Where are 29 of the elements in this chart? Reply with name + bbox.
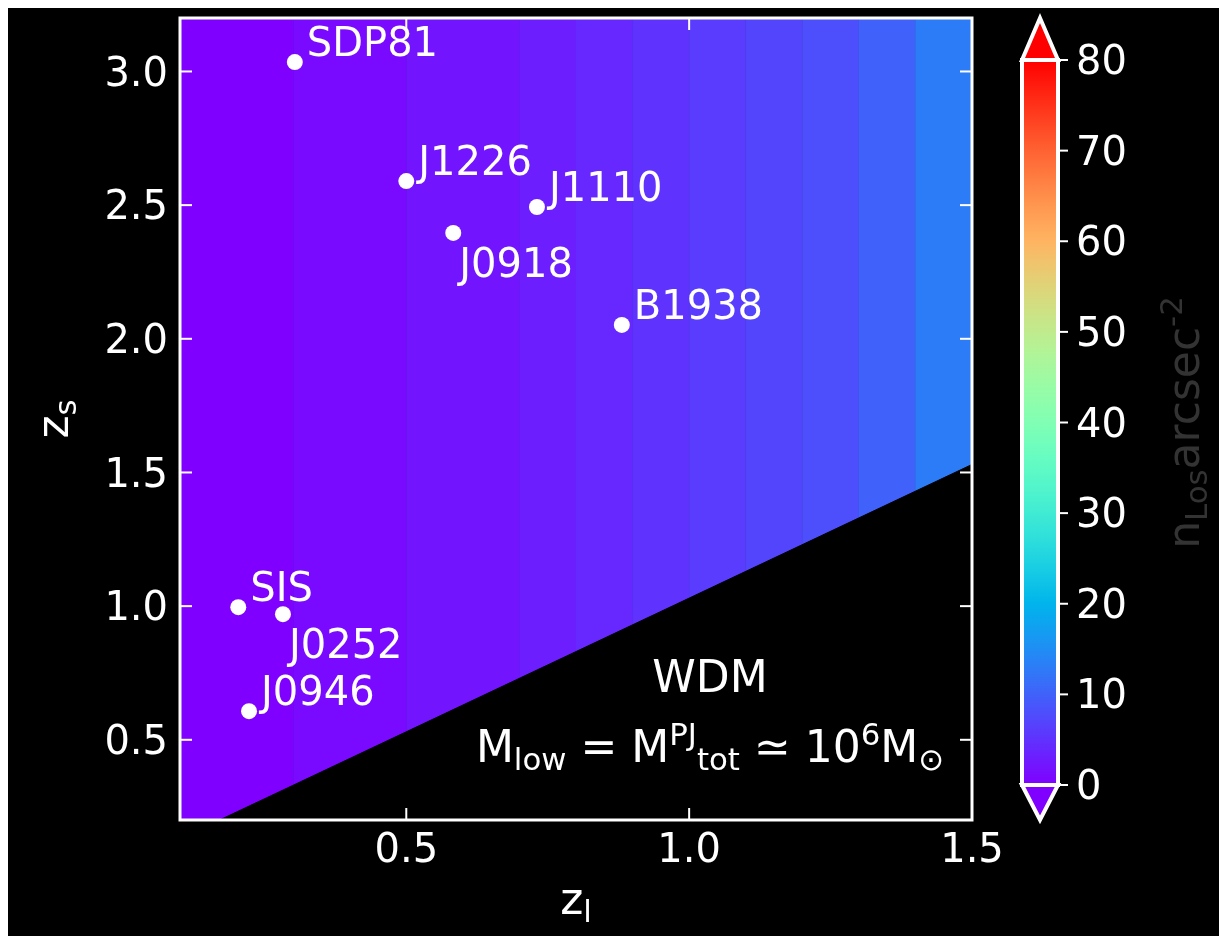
annotation: B1938 (633, 281, 764, 328)
color-bar-label: 60 (1076, 218, 1127, 265)
x-tick-label: 0.5 (374, 825, 439, 872)
x-tick-label: 1.5 (940, 825, 1004, 872)
annotation: J1110 (545, 164, 663, 210)
color-bar-label: 40 (1076, 399, 1127, 446)
annotation: WDM (652, 651, 768, 702)
color-bar-label: 50 (1076, 308, 1127, 355)
y-tick-label: 1.5 (104, 449, 168, 496)
color-bar-label: 80 (1076, 37, 1127, 83)
color-bar-label: 70 (1076, 127, 1127, 174)
x-axis-title: z$_{l}$ (560, 873, 592, 929)
y-tick-label: 0.5 (104, 717, 168, 763)
annotation: SDP81 (306, 19, 439, 66)
annotation: J1226 (415, 138, 532, 185)
color-bar-label: 10 (1076, 671, 1127, 718)
annotation: J0918 (456, 239, 573, 286)
y-tick-label: 3.0 (104, 48, 168, 95)
y-tick-label: 2.0 (104, 316, 168, 362)
annotation: J0252 (285, 621, 403, 668)
color-bar-label: 0 (1076, 762, 1102, 808)
color-bar-label: 30 (1076, 490, 1127, 537)
y-tick-label: 1.0 (104, 583, 168, 630)
x-tick-label: 1.0 (657, 825, 721, 872)
y-tick-label: 2.5 (104, 182, 168, 229)
annotation: SIS (250, 564, 313, 611)
annotation: J0946 (258, 668, 375, 715)
text: M$_{low}$ = M$^{PJ}$$_{tot}$ ≃ 10$^{6}$M$_{⊙}$ (475, 715, 945, 777)
color-bar-label: 20 (1076, 580, 1127, 627)
